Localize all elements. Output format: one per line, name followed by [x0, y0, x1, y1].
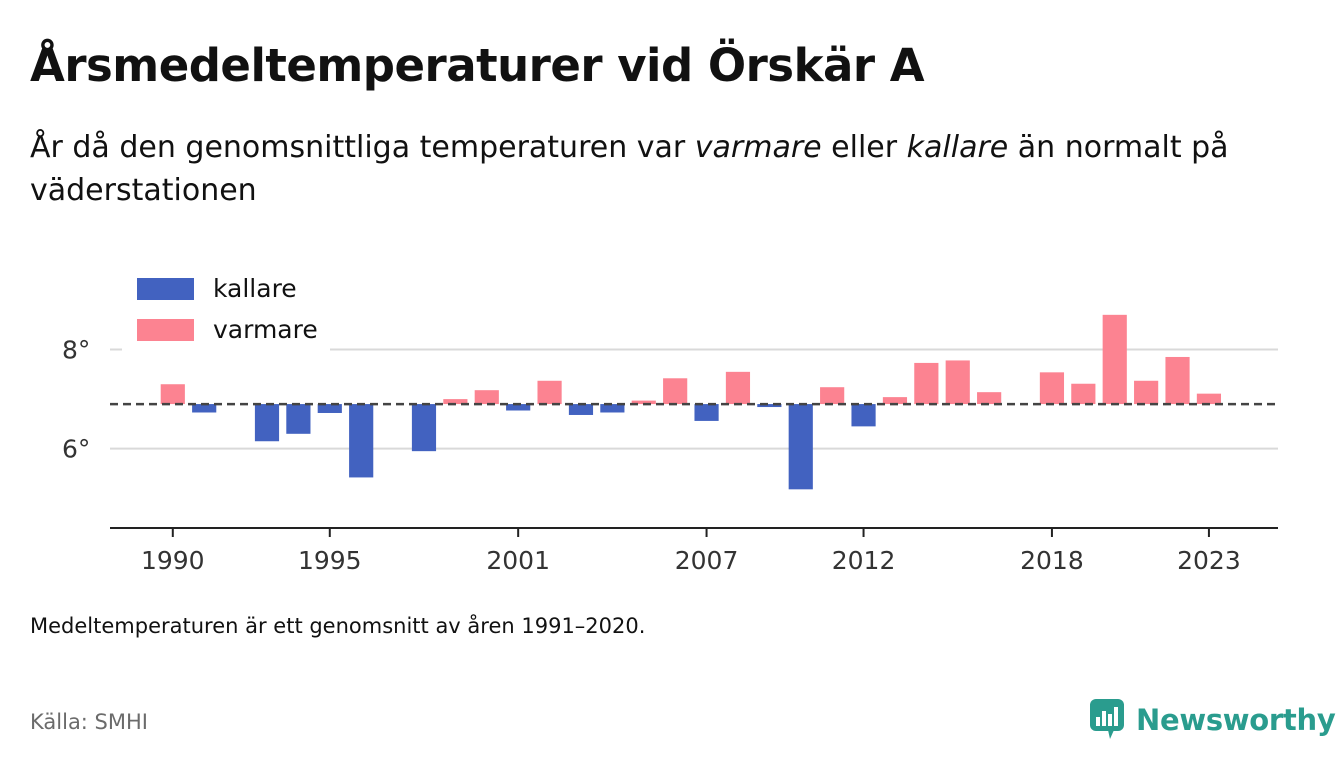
subtitle-text-1: År då den genomsnittliga temperaturen va…	[30, 130, 695, 165]
bar-colder	[694, 404, 719, 421]
bar-warmer	[160, 384, 185, 405]
bar-warmer	[443, 399, 468, 405]
bar-warmer	[1196, 393, 1222, 405]
bar-colder	[506, 404, 531, 411]
chart-legend: kallare varmare	[122, 268, 330, 354]
bar-colder	[254, 404, 280, 442]
legend-swatch-warmer	[137, 319, 194, 341]
bar-warmer	[1165, 356, 1190, 405]
bar-colder	[192, 404, 217, 413]
bar-colder	[851, 404, 876, 427]
bar-warmer	[1039, 372, 1065, 405]
subtitle-text-3: än normalt på väderstationen	[30, 130, 1229, 208]
x-tick-label: 2018	[1020, 546, 1084, 575]
bar-warmer	[1134, 380, 1159, 405]
source-label: Källa: SMHI	[30, 710, 148, 734]
page-subtitle: År då den genomsnittliga temperaturen va…	[30, 126, 1300, 212]
bar-warmer	[882, 397, 908, 405]
bar-chart-logo-icon	[1090, 699, 1124, 739]
bar-colder	[788, 404, 813, 490]
x-axis-ticks: 1990 1995 2001 2007 2012 2018 2023	[141, 528, 1241, 575]
bar-colder	[317, 404, 342, 413]
x-tick-label: 2007	[675, 546, 739, 575]
legend-label-colder: kallare	[213, 274, 297, 303]
subtitle-text-2: eller	[821, 130, 907, 165]
x-tick-label: 2023	[1177, 546, 1241, 575]
temperature-bar-chart: kallare varmare 6° 8° 1990 1995 2001 2007 201…	[62, 268, 1278, 575]
bar-colder	[568, 404, 594, 415]
bar-warmer	[725, 371, 751, 405]
bar-warmer	[474, 390, 499, 405]
bar-warmer	[945, 360, 970, 405]
bar-warmer	[663, 378, 688, 405]
page-title: Årsmedeltemperaturer vid Örskär A	[30, 39, 925, 92]
legend-label-warmer: varmare	[213, 315, 318, 344]
bars	[160, 314, 1222, 490]
bar-colder	[286, 404, 311, 434]
subtitle-colder-word: kallare	[906, 130, 1009, 165]
bar-colder	[411, 404, 437, 452]
chart-footnote: Medeltemperaturen är ett genomsnitt av å…	[30, 614, 646, 638]
brand-name: Newsworthy	[1136, 703, 1336, 737]
bar-warmer	[977, 392, 1002, 405]
x-tick-label: 1995	[298, 546, 362, 575]
x-tick-label: 2012	[832, 546, 896, 575]
bar-colder	[757, 404, 782, 408]
bar-warmer	[537, 380, 562, 405]
bar-colder	[600, 404, 625, 413]
bar-warmer	[631, 400, 656, 405]
x-tick-label: 1990	[141, 546, 205, 575]
bar-warmer	[1102, 314, 1127, 405]
x-tick-label: 2001	[486, 546, 550, 575]
legend-swatch-colder	[137, 278, 194, 300]
y-tick-label: 6°	[62, 435, 90, 464]
bar-warmer	[820, 387, 845, 405]
y-tick-label: 8°	[62, 336, 90, 365]
newsworthy-logo[interactable]: Newsworthy	[1088, 697, 1336, 743]
bar-warmer	[1071, 383, 1096, 405]
y-axis-ticks: 6° 8°	[62, 336, 90, 464]
subtitle-warmer-word: varmare	[694, 130, 822, 165]
bar-colder	[349, 404, 374, 478]
bar-warmer	[914, 362, 939, 405]
